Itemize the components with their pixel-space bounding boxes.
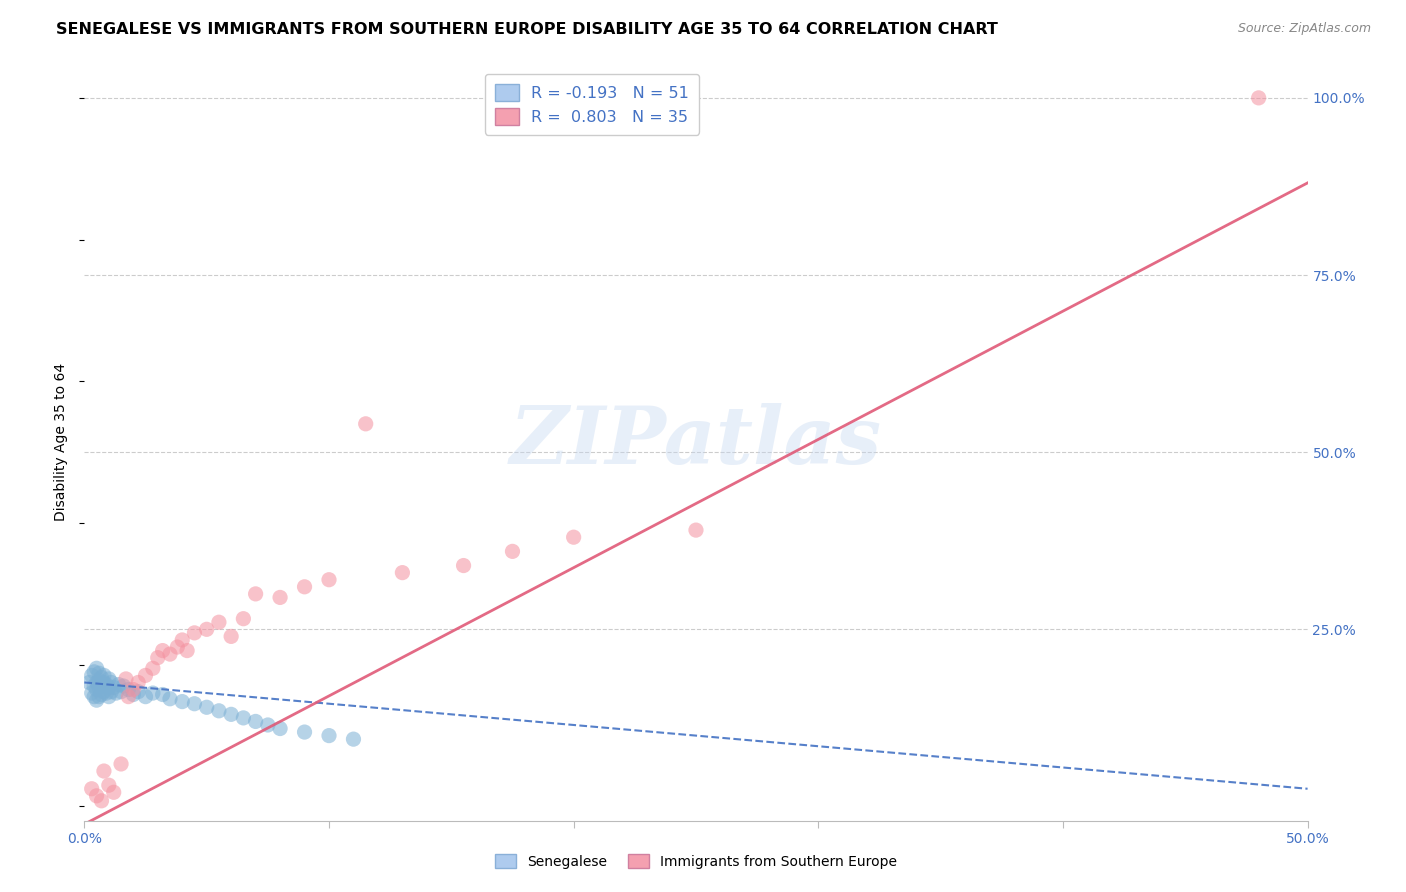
Point — [110, 756, 132, 771]
Point — [97, 672, 120, 686]
Point — [232, 711, 254, 725]
Point — [159, 647, 181, 661]
Point — [90, 688, 112, 702]
Point — [96, 677, 118, 691]
Point — [93, 684, 115, 698]
Point — [502, 544, 524, 558]
Point — [100, 684, 122, 698]
Point — [135, 668, 157, 682]
Point — [245, 587, 267, 601]
Point — [269, 591, 291, 605]
Point — [105, 686, 128, 700]
Point — [90, 679, 112, 693]
Point — [80, 781, 103, 796]
Point — [97, 681, 120, 695]
Point — [183, 625, 205, 640]
Point — [97, 778, 120, 792]
Point — [97, 690, 120, 704]
Y-axis label: Disability Age 35 to 64: Disability Age 35 to 64 — [55, 362, 69, 521]
Point — [96, 686, 118, 700]
Point — [1247, 91, 1270, 105]
Point — [103, 785, 125, 799]
Point — [83, 665, 105, 679]
Point — [115, 672, 138, 686]
Point — [87, 673, 110, 688]
Point — [342, 732, 364, 747]
Point — [245, 714, 267, 729]
Point — [142, 661, 165, 675]
Point — [176, 643, 198, 657]
Text: ZIPatlas: ZIPatlas — [510, 403, 882, 480]
Point — [135, 690, 157, 704]
Point — [269, 722, 291, 736]
Point — [391, 566, 413, 580]
Point — [294, 725, 316, 739]
Point — [152, 688, 174, 702]
Point — [100, 675, 122, 690]
Point — [80, 686, 103, 700]
Point — [453, 558, 475, 573]
Point — [195, 700, 218, 714]
Point — [103, 681, 125, 695]
Point — [122, 688, 145, 702]
Point — [86, 693, 108, 707]
Point — [83, 679, 105, 693]
Point — [127, 675, 149, 690]
Point — [86, 661, 108, 675]
Point — [93, 764, 115, 778]
Point — [142, 686, 165, 700]
Point — [562, 530, 585, 544]
Point — [208, 704, 231, 718]
Point — [90, 794, 112, 808]
Point — [110, 684, 132, 698]
Point — [87, 666, 110, 681]
Point — [87, 681, 110, 695]
Point — [112, 679, 135, 693]
Point — [354, 417, 377, 431]
Point — [87, 690, 110, 704]
Point — [117, 682, 139, 697]
Point — [195, 623, 218, 637]
Point — [86, 789, 108, 803]
Point — [232, 612, 254, 626]
Point — [83, 690, 105, 704]
Point — [685, 523, 707, 537]
Point — [90, 671, 112, 685]
Point — [117, 690, 139, 704]
Point — [93, 668, 115, 682]
Point — [294, 580, 316, 594]
Point — [127, 684, 149, 698]
Point — [257, 718, 280, 732]
Point — [152, 643, 174, 657]
Point — [93, 675, 115, 690]
Point — [172, 632, 194, 647]
Point — [146, 650, 169, 665]
Point — [172, 695, 194, 709]
Point — [208, 615, 231, 630]
Point — [219, 629, 242, 643]
Point — [183, 697, 205, 711]
Point — [86, 675, 108, 690]
Point — [318, 573, 340, 587]
Point — [86, 682, 108, 697]
Point — [80, 668, 103, 682]
Point — [107, 677, 129, 691]
Text: SENEGALESE VS IMMIGRANTS FROM SOUTHERN EUROPE DISABILITY AGE 35 TO 64 CORRELATIO: SENEGALESE VS IMMIGRANTS FROM SOUTHERN E… — [56, 22, 998, 37]
Point — [122, 682, 145, 697]
Point — [219, 707, 242, 722]
Point — [159, 691, 181, 706]
Text: Source: ZipAtlas.com: Source: ZipAtlas.com — [1237, 22, 1371, 36]
Legend: Senegalese, Immigrants from Southern Europe: Senegalese, Immigrants from Southern Eur… — [489, 848, 903, 874]
Point — [166, 640, 188, 654]
Point — [77, 675, 100, 690]
Point — [318, 729, 340, 743]
